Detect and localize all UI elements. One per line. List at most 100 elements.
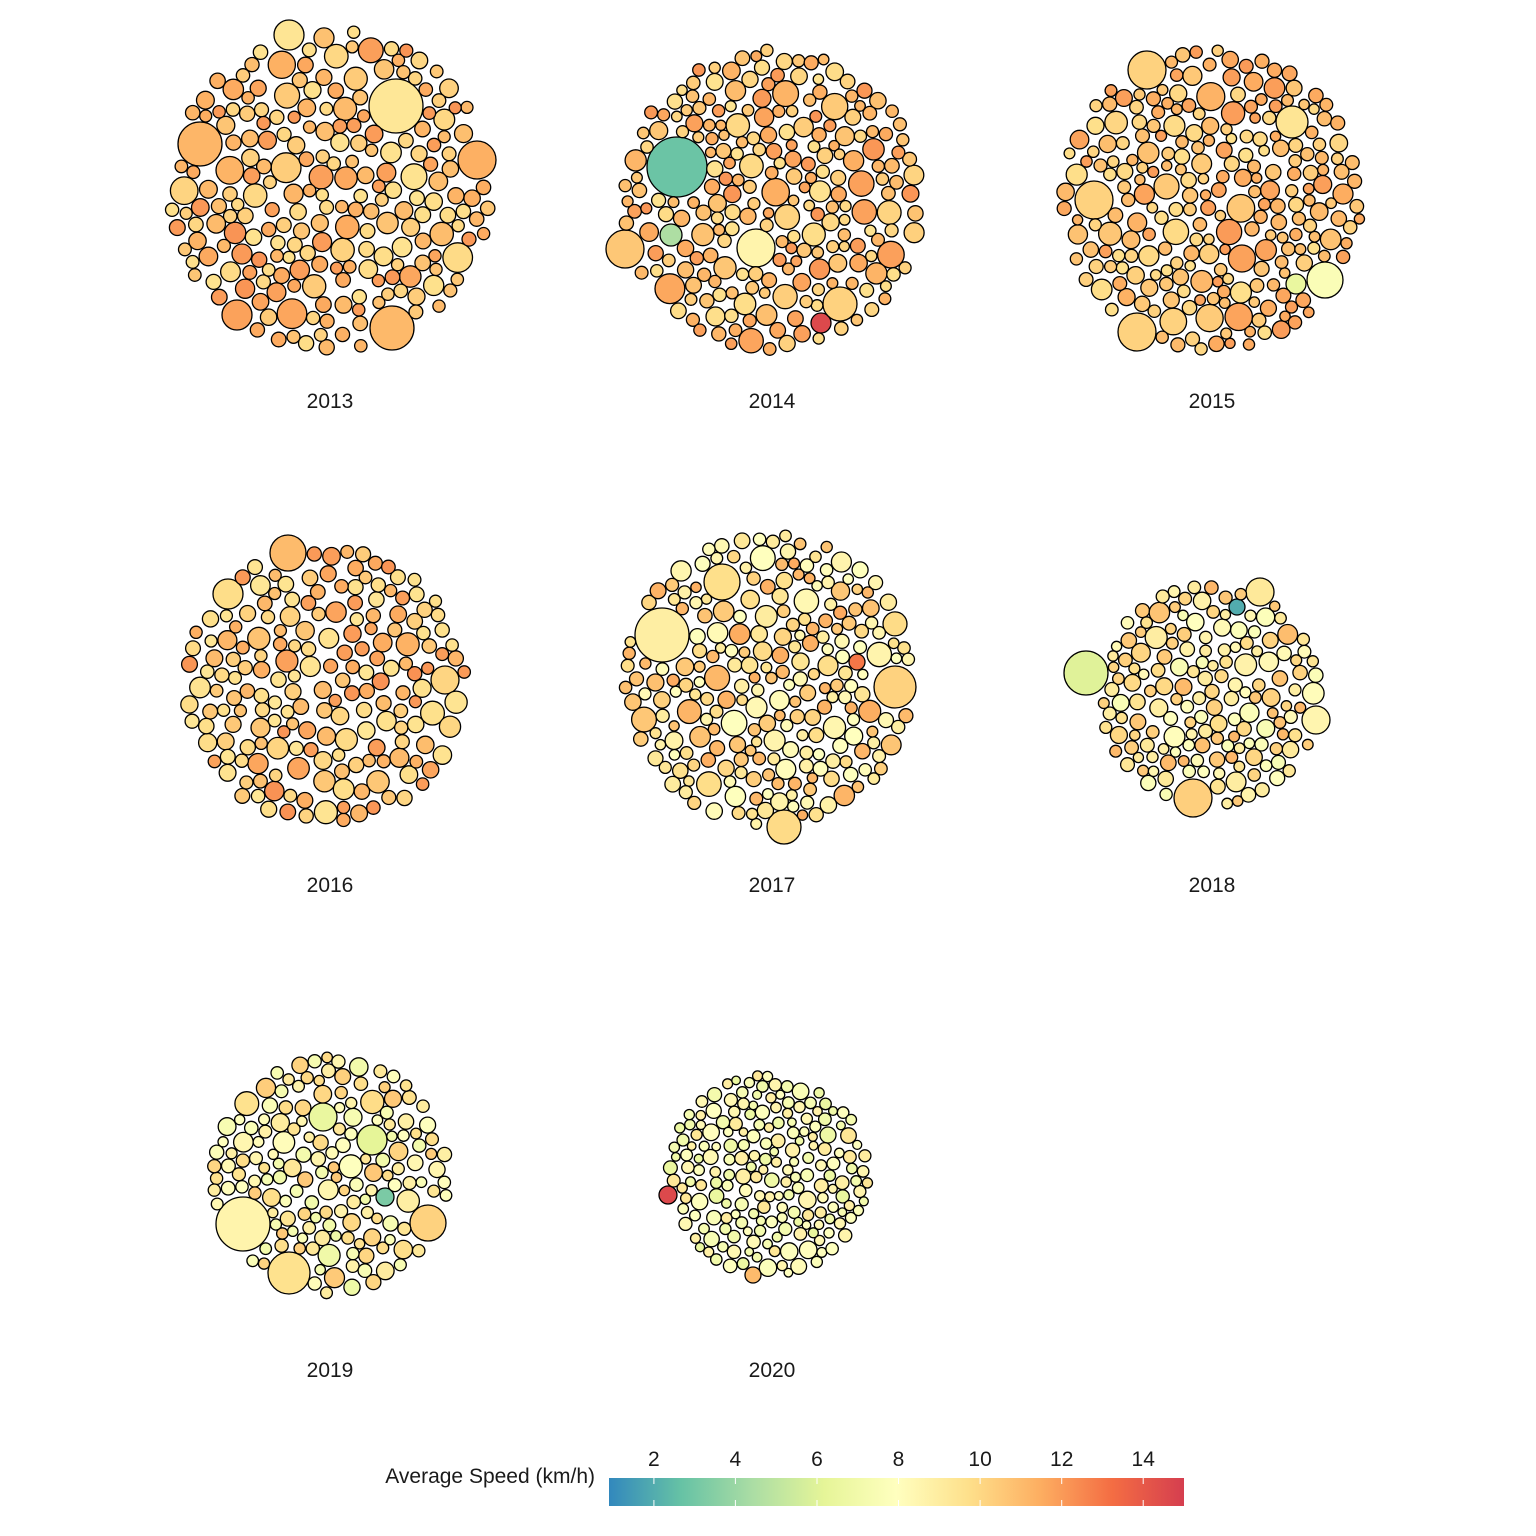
bubble bbox=[204, 634, 218, 648]
bubble bbox=[727, 1105, 741, 1119]
bubble bbox=[343, 685, 361, 702]
bubble bbox=[638, 687, 652, 701]
bubble bbox=[303, 80, 322, 100]
bubble bbox=[692, 1164, 706, 1177]
bubble bbox=[647, 244, 664, 262]
bubble bbox=[790, 67, 808, 86]
bubble bbox=[312, 1134, 329, 1151]
bubble bbox=[296, 1115, 308, 1128]
bubble bbox=[319, 565, 337, 583]
bubble bbox=[849, 237, 866, 254]
bubble bbox=[313, 1074, 326, 1087]
bubble bbox=[414, 232, 432, 250]
bubble bbox=[803, 782, 818, 797]
bubble bbox=[819, 563, 834, 577]
bubble bbox=[319, 1205, 333, 1220]
bubble bbox=[180, 655, 199, 673]
bubble bbox=[270, 235, 286, 251]
bubble bbox=[338, 1154, 363, 1179]
bubble bbox=[763, 1172, 780, 1189]
bubble bbox=[1123, 673, 1142, 692]
bubble bbox=[272, 636, 288, 652]
bubble bbox=[267, 50, 297, 80]
bubble bbox=[751, 683, 765, 697]
bubble bbox=[650, 192, 667, 208]
bubble bbox=[724, 785, 747, 808]
bubble bbox=[314, 296, 332, 314]
bubble bbox=[782, 741, 800, 759]
bubble bbox=[1089, 99, 1103, 113]
bubble bbox=[1290, 654, 1303, 667]
bubble bbox=[1069, 129, 1090, 150]
bubble bbox=[849, 253, 868, 273]
bubble bbox=[676, 1182, 688, 1194]
bubble bbox=[687, 758, 701, 772]
bubble bbox=[809, 550, 822, 564]
bubble bbox=[447, 650, 465, 667]
bubble bbox=[753, 106, 775, 128]
bubble bbox=[233, 1113, 246, 1126]
bubble bbox=[759, 578, 776, 595]
bubble bbox=[842, 1149, 857, 1164]
bubble bbox=[254, 648, 268, 663]
bubble bbox=[861, 586, 875, 599]
bubble bbox=[890, 652, 903, 665]
bubble bbox=[702, 1123, 721, 1142]
bubble bbox=[421, 661, 435, 675]
bubble bbox=[409, 1127, 423, 1140]
bubble bbox=[801, 1220, 812, 1231]
bubble bbox=[1211, 44, 1224, 57]
bubble bbox=[680, 103, 693, 117]
bubble bbox=[397, 1129, 410, 1142]
bubble bbox=[1227, 712, 1242, 727]
bubble bbox=[776, 1259, 788, 1272]
bubble bbox=[772, 1116, 785, 1130]
bubble bbox=[668, 748, 681, 761]
bubble bbox=[688, 688, 702, 701]
bubble bbox=[843, 678, 859, 694]
bubble bbox=[354, 546, 372, 563]
bubble bbox=[768, 1078, 783, 1092]
bubble bbox=[709, 704, 724, 719]
bubble bbox=[796, 729, 809, 742]
bubble bbox=[715, 142, 732, 160]
bubble bbox=[840, 1127, 857, 1145]
bubble bbox=[1308, 230, 1321, 243]
bubble bbox=[810, 1255, 824, 1269]
bubble bbox=[430, 607, 446, 623]
bubble bbox=[747, 266, 764, 282]
legend-tick-label: 6 bbox=[811, 1448, 823, 1471]
bubble bbox=[364, 621, 378, 636]
bubble bbox=[1229, 281, 1253, 304]
bubble bbox=[334, 727, 359, 752]
bubble bbox=[1213, 618, 1232, 637]
bubble bbox=[845, 1162, 858, 1175]
bubble bbox=[253, 102, 270, 118]
bubble bbox=[687, 196, 701, 210]
bubble bbox=[1097, 221, 1123, 246]
panel-label-2015: 2015 bbox=[1189, 390, 1236, 413]
bubble bbox=[837, 228, 852, 242]
bubble bbox=[898, 261, 912, 275]
bubble bbox=[828, 253, 848, 273]
bubble bbox=[308, 1102, 338, 1132]
bubble bbox=[431, 93, 447, 109]
bubble bbox=[1136, 141, 1160, 165]
bubble bbox=[903, 164, 925, 186]
bubble bbox=[790, 255, 803, 268]
bubble bbox=[1208, 751, 1226, 768]
bubble bbox=[661, 253, 676, 268]
bubble bbox=[735, 267, 750, 282]
bubble bbox=[689, 1232, 702, 1244]
bubble bbox=[1078, 271, 1094, 288]
bubble bbox=[235, 68, 251, 83]
bubble bbox=[315, 121, 335, 142]
bubble bbox=[442, 242, 474, 274]
bubble bbox=[388, 1141, 409, 1162]
bubble bbox=[1329, 133, 1349, 153]
bubble bbox=[260, 1173, 274, 1186]
bubble bbox=[1258, 144, 1271, 157]
bubble bbox=[401, 217, 421, 237]
bubble bbox=[789, 695, 802, 708]
bubble bbox=[451, 218, 465, 233]
